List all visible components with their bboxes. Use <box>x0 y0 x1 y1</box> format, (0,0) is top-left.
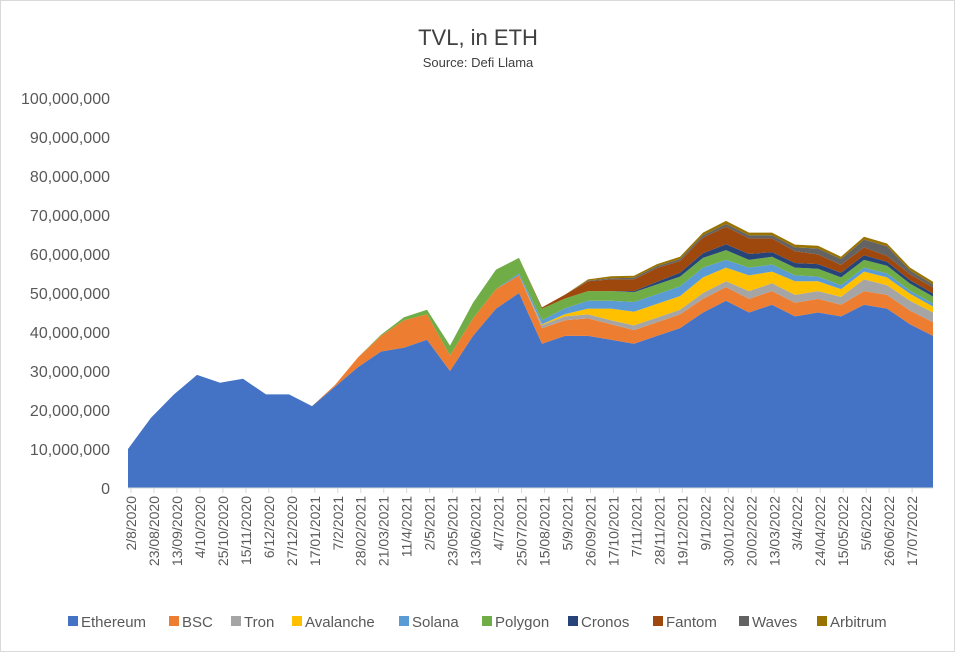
x-tick-label: 15/11/2020 <box>238 496 254 565</box>
area-series-ethereum <box>128 293 933 488</box>
x-tick-label: 9/1/2022 <box>697 496 713 551</box>
area-series-bsc <box>128 275 933 449</box>
legend-swatch-fantom <box>653 616 663 626</box>
x-tick-label: 19/12/2021 <box>674 496 690 566</box>
x-tick-label: 25/10/2020 <box>215 496 231 566</box>
x-tick-label: 28/11/2021 <box>651 496 667 565</box>
y-tick-label: 100,000,000 <box>21 91 110 108</box>
x-tick-label: 26/06/2022 <box>881 496 897 566</box>
y-tick-label: 30,000,000 <box>30 364 110 381</box>
x-tick-label: 17/10/2021 <box>605 496 621 566</box>
x-tick-label: 21/03/2021 <box>376 496 392 566</box>
area-series-polygon <box>128 250 933 449</box>
legend-label-ethereum: Ethereum <box>81 614 146 631</box>
legend-label-cronos: Cronos <box>581 614 629 631</box>
x-tick-label: 23/08/2020 <box>146 496 162 566</box>
x-tick-label: 3/4/2022 <box>789 496 805 551</box>
x-tick-label: 13/03/2022 <box>766 496 782 566</box>
legend-swatch-solana <box>399 616 409 626</box>
legend-swatch-bsc <box>169 616 179 626</box>
x-tick-label: 13/06/2021 <box>468 496 484 566</box>
area-series-cronos <box>128 244 933 449</box>
x-tick-label: 27/12/2020 <box>284 496 300 566</box>
x-tick-label: 28/02/2021 <box>353 496 369 566</box>
x-tick-label: 24/04/2022 <box>812 496 828 566</box>
legend-label-bsc: BSC <box>182 614 213 631</box>
x-tick-label: 2/5/2021 <box>422 496 438 551</box>
legend-swatch-cronos <box>568 616 578 626</box>
x-tick-label: 4/10/2020 <box>192 496 208 558</box>
x-tick-label: 6/12/2020 <box>261 496 277 558</box>
x-tick-label: 15/05/2022 <box>835 496 851 566</box>
x-tick-label: 25/07/2021 <box>514 496 530 566</box>
y-tick-label: 80,000,000 <box>30 169 110 186</box>
x-tick-label: 17/07/2022 <box>904 496 920 566</box>
y-tick-label: 90,000,000 <box>30 130 110 147</box>
legend-label-fantom: Fantom <box>666 614 717 631</box>
x-tick-label: 23/05/2021 <box>445 496 461 566</box>
plot-area <box>128 220 933 488</box>
legend-swatch-tron <box>231 616 241 626</box>
legend-swatch-polygon <box>482 616 492 626</box>
legend-label-tron: Tron <box>244 614 274 631</box>
x-tick-label: 2/8/2020 <box>123 496 139 551</box>
legend-swatch-arbitrum <box>817 616 827 626</box>
y-tick-label: 40,000,000 <box>30 325 110 342</box>
legend-swatch-avalanche <box>292 616 302 626</box>
x-tick-label: 5/6/2022 <box>858 496 874 551</box>
y-tick-label: 10,000,000 <box>30 442 110 459</box>
y-tick-label: 0 <box>101 481 110 498</box>
legend-label-arbitrum: Arbitrum <box>830 614 887 631</box>
y-axis: 0 10,000,000 20,000,000 30,000,000 40,000,00… <box>21 91 110 498</box>
x-tick-label: 5/9/2021 <box>560 496 576 551</box>
x-tick-label: 13/09/2020 <box>169 496 185 566</box>
y-tick-label: 60,000,000 <box>30 247 110 264</box>
area-series-avalanche <box>128 267 933 449</box>
x-tick-label: 30/01/2022 <box>720 496 736 566</box>
legend-label-waves: Waves <box>752 614 797 631</box>
x-tick-label: 20/02/2022 <box>743 496 759 566</box>
legend: Ethereum BSC Tron Avalanche Solana Polygon Cro… <box>68 614 887 631</box>
y-tick-label: 70,000,000 <box>30 208 110 225</box>
y-tick-label: 50,000,000 <box>30 286 110 303</box>
legend-swatch-waves <box>739 616 749 626</box>
legend-label-solana: Solana <box>412 614 459 631</box>
x-tick-label: 7/11/2021 <box>628 496 644 557</box>
area-series-tron <box>128 275 933 449</box>
legend-label-avalanche: Avalanche <box>305 614 375 631</box>
x-tick-label: 15/08/2021 <box>537 496 553 566</box>
legend-label-polygon: Polygon <box>495 614 549 631</box>
area-series-solana <box>128 259 933 449</box>
x-tick-label: 7/2/2021 <box>330 496 346 551</box>
x-axis: 2/8/2020 23/08/2020 13/09/2020 4/10/2020 25/… <box>123 487 933 566</box>
chart-title: TVL, in ETH <box>418 25 538 50</box>
legend-swatch-ethereum <box>68 616 78 626</box>
chart-subtitle: Source: Defi Llama <box>423 55 534 70</box>
x-tick-label: 4/7/2021 <box>491 496 507 551</box>
x-tick-label: 26/09/2021 <box>583 496 599 566</box>
x-tick-label: 11/4/2021 <box>399 496 415 557</box>
x-tick-label: 17/01/2021 <box>307 496 323 566</box>
y-tick-label: 20,000,000 <box>30 403 110 420</box>
